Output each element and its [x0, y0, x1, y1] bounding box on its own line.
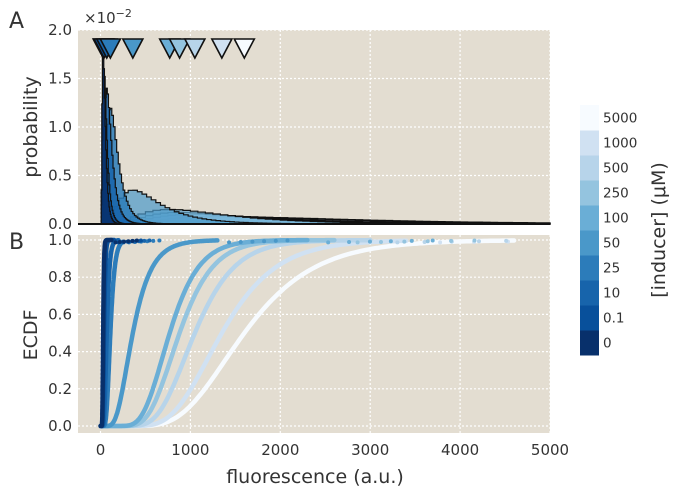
ytick-label: 1.5: [48, 70, 72, 88]
panel-b-label: B: [9, 230, 24, 255]
median-marker-250: [168, 38, 191, 60]
ecdf-point: [367, 239, 372, 244]
ecdf-point: [449, 238, 454, 243]
median-marker-25: [99, 38, 122, 60]
colorbar-swatch-500: [580, 155, 599, 181]
ecdf-point: [250, 239, 255, 244]
colorbar: 0 0.1 10 25 50 100 250 500 1000 5000: [580, 105, 637, 356]
panel-b-ylabel: ECDF: [20, 310, 42, 361]
ecdf-point: [157, 238, 162, 243]
ecdf-point: [430, 238, 435, 243]
colorbar-tick: 500: [603, 161, 629, 177]
ecdf-point: [147, 238, 152, 243]
ecdf-point: [130, 238, 135, 243]
ytick-label: 0.0: [48, 215, 72, 233]
median-marker-1000: [210, 38, 234, 60]
ytick-label: 1.0: [48, 118, 72, 136]
ecdf-point: [402, 239, 407, 244]
colorbar-tick: 0.1: [603, 311, 624, 327]
colorbar-swatch-1000: [580, 130, 599, 156]
colorbar-swatch-250: [580, 180, 599, 206]
colorbar-tick: 250: [603, 186, 629, 202]
ecdf-point: [395, 240, 400, 245]
panel-b-ecdf-curves: [98, 237, 517, 429]
panel-b-xticks: 0 1000 2000 3000 4000 5000: [96, 441, 569, 459]
ecdf-point: [504, 238, 509, 243]
colorbar-swatch-10: [580, 280, 599, 306]
colorbar-swatch-0.1: [580, 305, 599, 331]
colorbar-swatch-5000: [580, 105, 599, 131]
colorbar-swatch-100: [580, 205, 599, 231]
colorbar-tick: 50: [603, 236, 620, 252]
panel-b-grid: [78, 235, 551, 433]
panel-b-xlabel: fluorescence (a.u.): [226, 466, 404, 488]
ecdf-50: [98, 238, 220, 429]
ecdf-0: [98, 237, 114, 429]
ecdf-point: [425, 239, 430, 244]
ytick-label: 0.2: [48, 380, 72, 398]
ecdf-point: [347, 240, 352, 245]
ecdf-point: [151, 238, 156, 243]
colorbar-swatch-25: [580, 255, 599, 281]
ecdf-point: [117, 240, 122, 245]
colorbar-tick: 10: [603, 286, 620, 302]
xtick-label: 0: [96, 441, 106, 459]
ecdf-point: [355, 240, 360, 245]
median-marker-5000: [232, 38, 256, 60]
ecdf-point: [113, 240, 118, 245]
panel-a-label: A: [9, 9, 24, 34]
ecdf-5000: [98, 238, 517, 429]
colorbar-tick: 0: [603, 336, 612, 352]
ecdf-point: [472, 238, 477, 243]
colorbar-swatch-50: [580, 230, 599, 256]
colorbar-label: [inducer] (μM): [648, 162, 670, 298]
colorbar-tick: 25: [603, 261, 620, 277]
ecdf-point: [378, 240, 383, 245]
panel-a-ylabel: probability: [20, 76, 42, 177]
ecdf-point: [438, 240, 443, 245]
ecdf-point: [142, 238, 147, 243]
ecdf-point: [126, 239, 131, 244]
xtick-label: 4000: [441, 441, 479, 459]
panel-b-yticks: 0.0 0.2 0.4 0.6 0.8 1.0: [48, 231, 72, 435]
colorbar-swatch-0: [580, 330, 599, 356]
ytick-label: 0.5: [48, 167, 72, 185]
ecdf-point: [273, 238, 278, 243]
xtick-label: 1000: [171, 441, 209, 459]
xtick-label: 5000: [531, 441, 569, 459]
ecdf-point: [122, 239, 127, 244]
ecdf-point: [238, 240, 243, 245]
panel-a-median-markers: [91, 38, 256, 60]
ecdf-100: [98, 237, 310, 429]
ytick-label: 0.0: [48, 417, 72, 435]
panel-a-yticks: 0.0 0.5 1.0 1.5 2.0: [48, 21, 72, 233]
ytick-label: 0.4: [48, 343, 72, 361]
colorbar-tick: 100: [603, 211, 629, 227]
ecdf-point: [134, 238, 139, 243]
ecdf-point: [227, 240, 232, 245]
ecdf-point: [388, 239, 393, 244]
ytick-label: 1.0: [48, 231, 72, 249]
xtick-label: 3000: [351, 441, 389, 459]
ecdf-point: [422, 240, 427, 245]
ecdf-point: [285, 238, 290, 243]
ecdf-1000: [98, 238, 409, 429]
ecdf-point: [476, 239, 481, 244]
ecdf-point: [262, 239, 267, 244]
ecdf-point: [138, 238, 143, 243]
panel-a-grid: [78, 29, 551, 225]
ecdf-point: [409, 238, 414, 243]
colorbar-tick: 5000: [603, 111, 637, 127]
median-marker-500: [183, 38, 207, 60]
colorbar-tick: 1000: [603, 136, 637, 152]
median-marker-50: [121, 38, 145, 60]
ytick-label: 2.0: [48, 21, 72, 39]
ytick-label: 0.6: [48, 305, 72, 323]
panel-a-multiplier: ×10−2: [84, 7, 132, 27]
ytick-label: 0.8: [48, 268, 72, 286]
ecdf-point: [326, 240, 331, 245]
xtick-label: 2000: [261, 441, 299, 459]
